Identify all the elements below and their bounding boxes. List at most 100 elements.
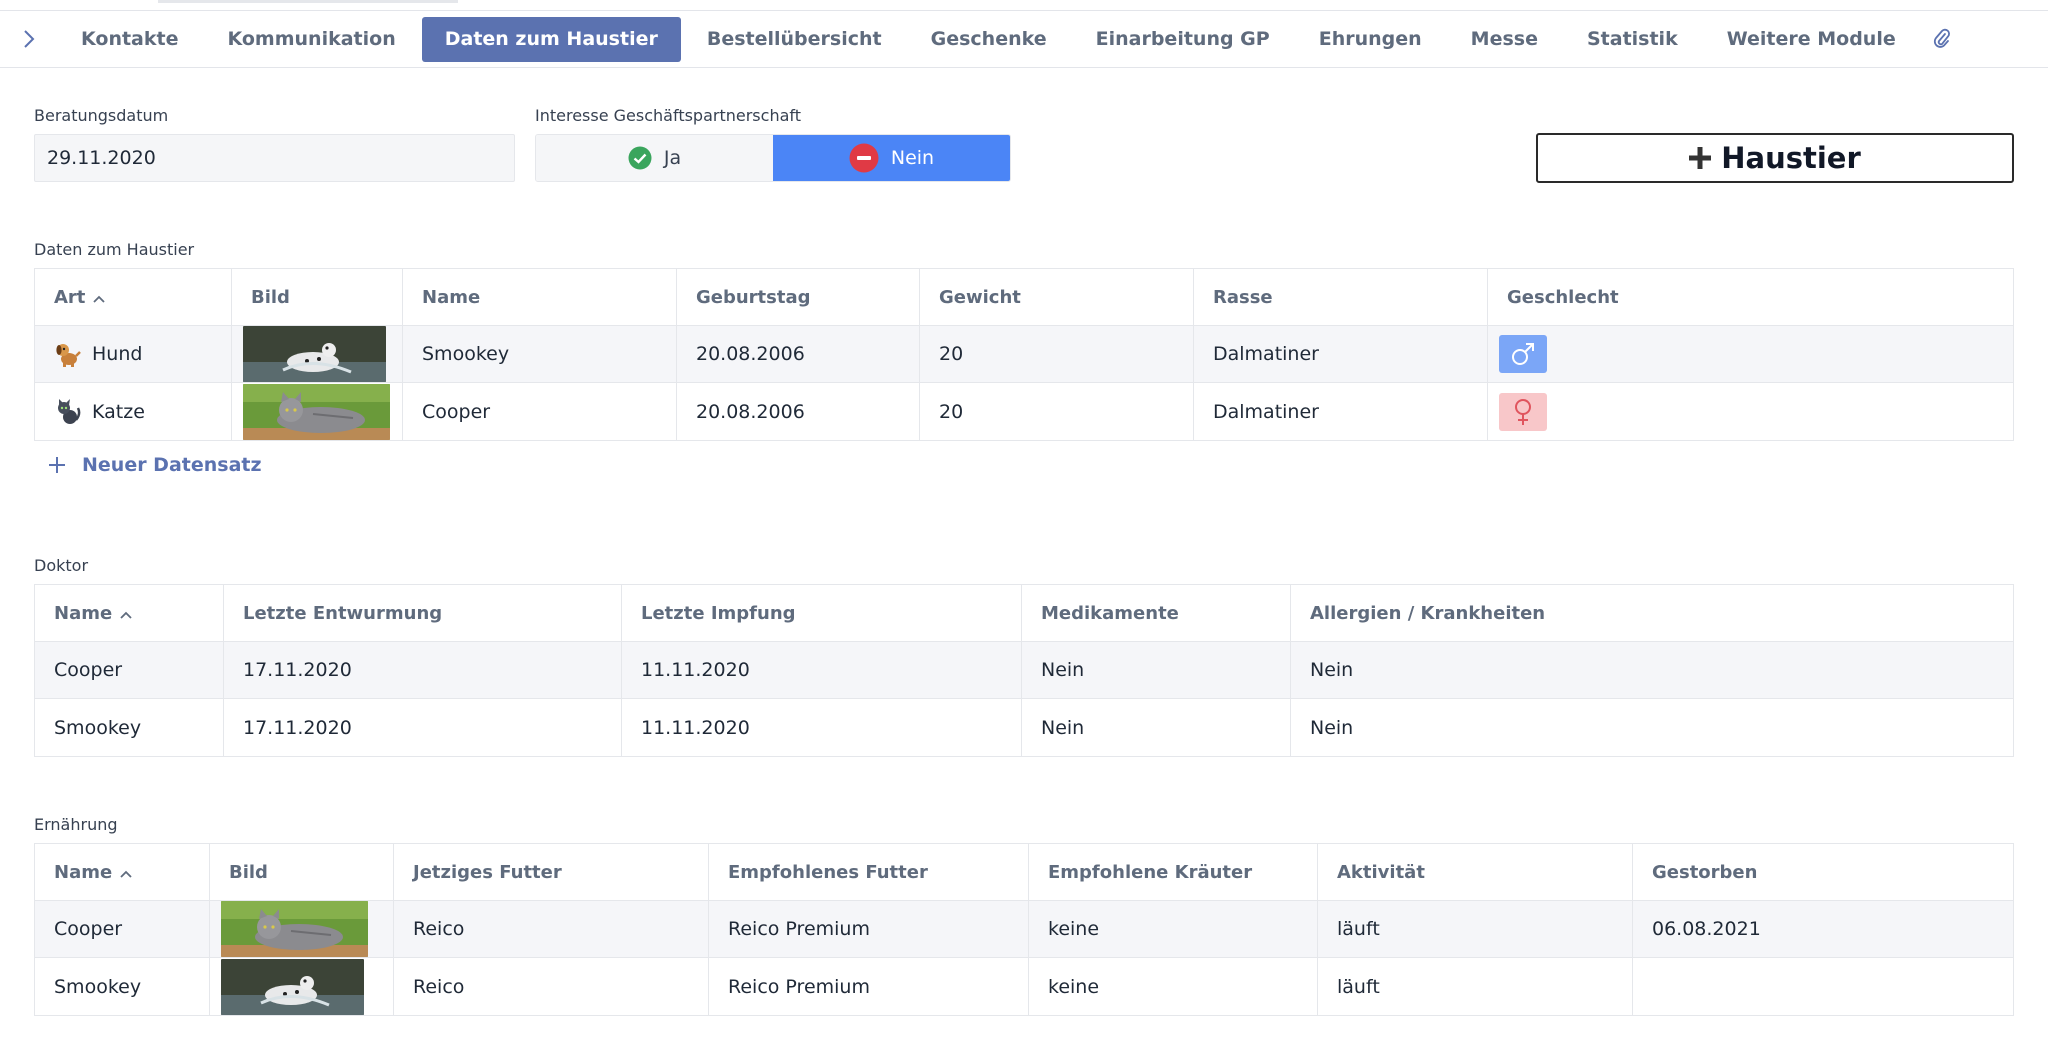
sort-ascending-icon xyxy=(120,862,132,883)
pet-type: Hund xyxy=(92,343,143,365)
tab-kontakte[interactable]: Kontakte xyxy=(81,28,179,50)
nutrition-cell-bild xyxy=(210,958,394,1015)
doctor-col-name[interactable]: Name xyxy=(35,585,224,641)
last-deworming: 17.11.2020 xyxy=(224,699,622,756)
business-interest-toggle: Ja Nein xyxy=(535,134,1011,182)
doctor-table-header: Name Letzte Entwurmung Letzte Impfung Me… xyxy=(35,585,2013,642)
nutrition-col-jetziges[interactable]: Jetziges Futter xyxy=(394,844,709,900)
table-row[interactable]: Smookey Reico Reico Premium keine läuft xyxy=(35,958,2013,1015)
interest-no-button[interactable]: Nein xyxy=(773,135,1010,181)
column-header-label: Art xyxy=(54,286,86,308)
allergies: Nein xyxy=(1310,716,1354,739)
check-circle-icon xyxy=(628,146,652,170)
doctor-col-entwurmung[interactable]: Letzte Entwurmung xyxy=(224,585,622,641)
doctor-name: Smookey xyxy=(35,699,224,756)
pets-section-label: Daten zum Haustier xyxy=(34,240,195,259)
nutrition-col-kraeuter[interactable]: Empfohlene Kräuter xyxy=(1029,844,1318,900)
cat-photo[interactable] xyxy=(221,901,368,957)
pets-col-rasse[interactable]: Rasse xyxy=(1194,269,1488,325)
tab-bestelluebersicht[interactable]: Bestellübersicht xyxy=(706,28,882,50)
doctor-col-medikamente[interactable]: Medikamente xyxy=(1022,585,1291,641)
pets-table: Art Bild Name Geburtstag Gewicht Rasse G… xyxy=(34,268,2014,441)
pets-col-gewicht[interactable]: Gewicht xyxy=(920,269,1194,325)
pet-name: Cooper xyxy=(403,383,677,440)
table-row[interactable]: Cooper Reico Reico Premium keine läuft 0… xyxy=(35,901,2013,958)
recommended-herbs: keine xyxy=(1029,958,1318,1015)
tab-ehrungen[interactable]: Ehrungen xyxy=(1318,28,1422,50)
pets-cell-bild xyxy=(232,326,403,382)
pets-col-bild[interactable]: Bild xyxy=(232,269,403,325)
plus-icon xyxy=(49,457,65,473)
new-record-button[interactable]: Neuer Datensatz xyxy=(48,454,262,476)
activity: läuft xyxy=(1318,958,1633,1015)
male-symbol-icon xyxy=(1499,335,1547,373)
pet-type: Katze xyxy=(92,400,145,423)
pet-breed: Dalmatiner xyxy=(1194,326,1488,382)
recommended-herbs: keine xyxy=(1029,901,1318,957)
dalmatian-photo[interactable] xyxy=(243,326,386,382)
nutrition-table-header: Name Bild Jetziges Futter Empfohlenes Fu… xyxy=(35,844,2013,901)
pets-cell-geschlecht xyxy=(1488,326,2013,382)
attachments-tab[interactable] xyxy=(1922,17,1962,62)
tab-messe[interactable]: Messe xyxy=(1470,28,1538,50)
activity: läuft xyxy=(1318,901,1633,957)
interest-yes-button[interactable]: Ja xyxy=(536,135,773,181)
nutrition-col-name[interactable]: Name xyxy=(35,844,210,900)
nutrition-col-aktivitaet[interactable]: Aktivität xyxy=(1318,844,1633,900)
module-tab-bar: Kontakte Kommunikation Daten zum Haustie… xyxy=(0,11,2048,68)
pets-cell-art: Katze xyxy=(35,383,232,440)
current-food: Reico xyxy=(394,901,709,957)
cat-photo[interactable] xyxy=(243,383,390,440)
pets-col-name[interactable]: Name xyxy=(403,269,677,325)
last-vaccination: 11.11.2020 xyxy=(622,642,1022,698)
doctor-name: Cooper xyxy=(35,642,224,698)
sort-ascending-icon xyxy=(120,603,132,624)
recommended-food: Reico Premium xyxy=(709,901,1029,957)
table-row[interactable]: Cooper 17.11.2020 11.11.2020 Nein Nein xyxy=(35,642,2013,699)
nutrition-table: Name Bild Jetziges Futter Empfohlenes Fu… xyxy=(34,843,2014,1016)
tab-kommunikation[interactable]: Kommunikation xyxy=(227,28,396,50)
doctor-col-impfung[interactable]: Letzte Impfung xyxy=(622,585,1022,641)
doctor-col-allergien[interactable]: Allergien / Krankheiten xyxy=(1310,602,1546,624)
nutrition-col-gestorben[interactable]: Gestorben xyxy=(1652,861,1758,883)
interest-yes-label: Ja xyxy=(663,147,682,169)
medication: Nein xyxy=(1022,642,1291,698)
consultation-date-input[interactable] xyxy=(34,134,515,182)
paperclip-icon xyxy=(1933,28,1950,48)
allergies: Nein xyxy=(1310,659,1354,681)
add-pet-button[interactable]: Haustier xyxy=(1536,133,2014,183)
pets-table-header: Art Bild Name Geburtstag Gewicht Rasse G… xyxy=(35,269,2013,326)
expand-sidebar-button[interactable] xyxy=(0,11,58,68)
doctor-table: Name Letzte Entwurmung Letzte Impfung Me… xyxy=(34,584,2014,757)
tab-weitere-module[interactable]: Weitere Module xyxy=(1726,28,1896,50)
nutrition-col-bild[interactable]: Bild xyxy=(210,844,394,900)
tab-geschenke[interactable]: Geschenke xyxy=(930,28,1047,50)
pets-col-art[interactable]: Art xyxy=(35,269,232,325)
sort-ascending-icon xyxy=(93,287,106,308)
pet-name: Smookey xyxy=(403,326,677,382)
dog-icon xyxy=(54,340,82,368)
nutrition-section-label: Ernährung xyxy=(34,815,118,834)
last-vaccination: 11.11.2020 xyxy=(622,699,1022,756)
female-symbol-icon xyxy=(1499,392,1547,431)
tab-einarbeitung-gp[interactable]: Einarbeitung GP xyxy=(1095,28,1270,50)
medication: Nein xyxy=(1022,699,1291,756)
pet-name: Smookey xyxy=(35,958,210,1015)
table-row[interactable]: Katze Cooper 20.08.2006 20 Dalmatiner xyxy=(35,383,2013,440)
pet-breed: Dalmatiner xyxy=(1194,383,1488,440)
pets-col-geburtstag[interactable]: Geburtstag xyxy=(677,269,920,325)
table-row[interactable]: Smookey 17.11.2020 11.11.2020 Nein Nein xyxy=(35,699,2013,756)
pets-col-geschlecht[interactable]: Geschlecht xyxy=(1507,286,1619,308)
interest-no-label: Nein xyxy=(890,147,935,169)
nutrition-col-empfohlen[interactable]: Empfohlenes Futter xyxy=(709,844,1029,900)
pet-birthday: 20.08.2006 xyxy=(677,383,920,440)
browser-tab-stub xyxy=(158,0,458,3)
tab-daten-zum-haustier[interactable]: Daten zum Haustier xyxy=(421,16,681,62)
column-header-label: Name xyxy=(54,861,113,883)
nutrition-cell-bild xyxy=(210,901,394,957)
dalmatian-photo[interactable] xyxy=(221,958,364,1015)
tab-statistik[interactable]: Statistik xyxy=(1586,28,1678,50)
pets-cell-geschlecht xyxy=(1488,383,2013,440)
add-pet-label: Haustier xyxy=(1721,141,1861,175)
table-row[interactable]: Hund Smookey 20.08.2006 20 Dalmatiner xyxy=(35,326,2013,383)
